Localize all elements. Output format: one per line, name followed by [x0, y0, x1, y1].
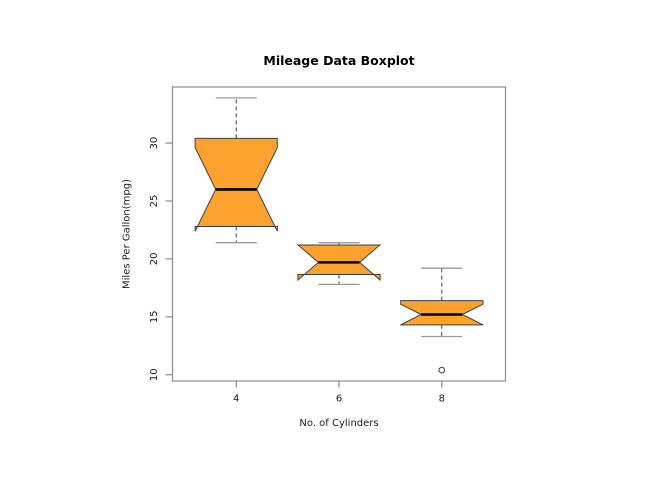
plot-layer: 10 15 20 25 30 4 6 8 — [149, 97, 484, 405]
x-tick-label: 8 — [439, 394, 445, 405]
notched-box — [400, 300, 484, 326]
y-tick-label: 30 — [149, 137, 160, 150]
y-axis-label: Miles Per Gallon(mpg) — [122, 179, 133, 289]
y-tick-label: 10 — [149, 368, 160, 381]
x-tick-label: 4 — [233, 394, 239, 405]
x-axis-label: No. of Cylinders — [299, 418, 378, 429]
y-tick-label: 20 — [149, 253, 160, 266]
chart-title: Mileage Data Boxplot — [263, 53, 414, 68]
y-tick-label: 15 — [149, 310, 160, 323]
notched-box — [194, 137, 278, 232]
x-tick-label: 6 — [336, 394, 342, 405]
outlier-point — [438, 366, 446, 374]
plot-frame — [171, 86, 507, 382]
y-tick-label: 25 — [149, 195, 160, 208]
